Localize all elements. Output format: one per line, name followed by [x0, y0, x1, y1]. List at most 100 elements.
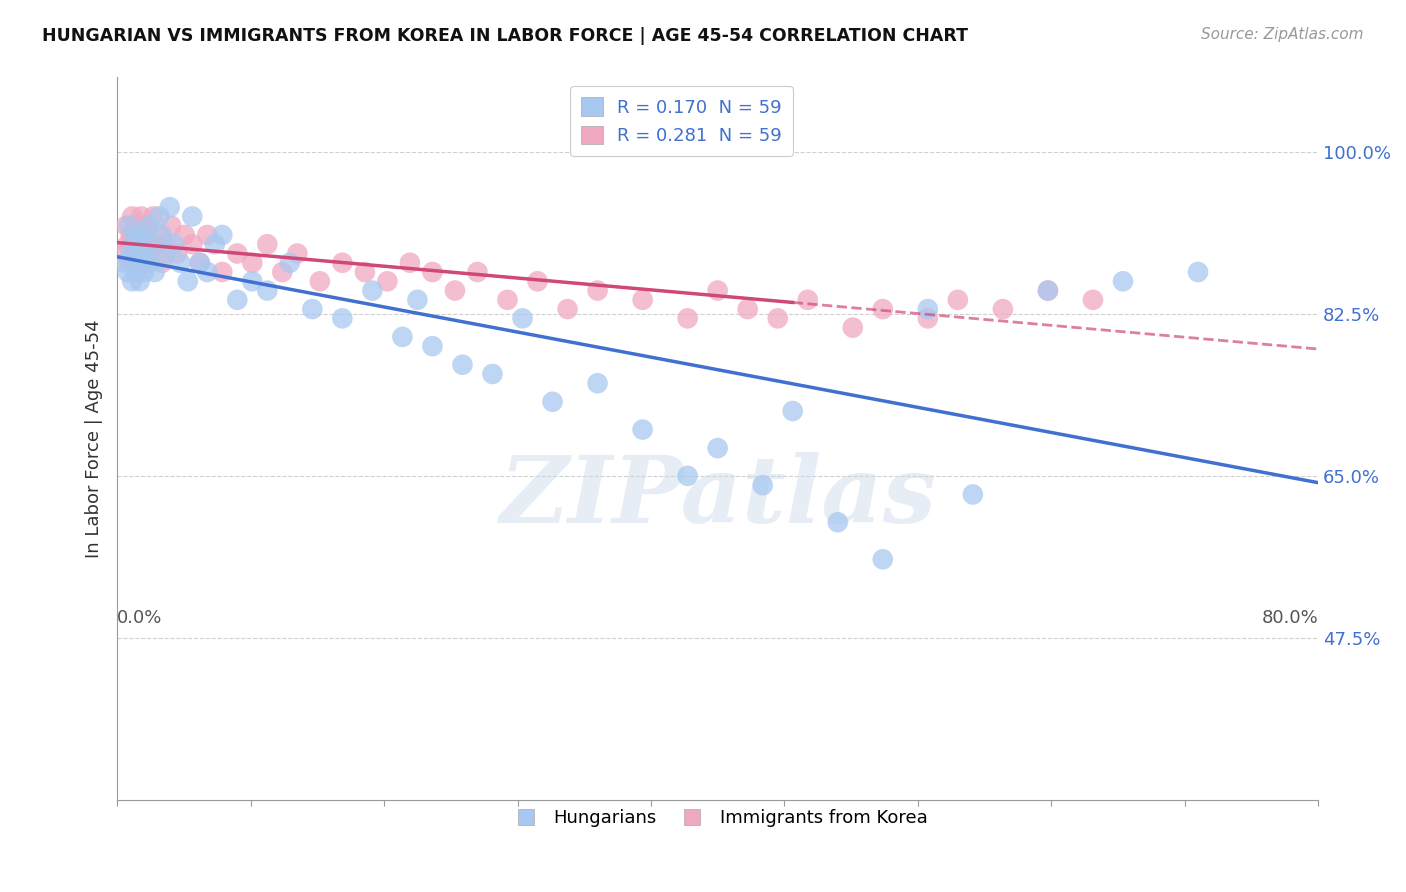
Point: [872, 552, 894, 566]
Point: [114, 256, 136, 270]
Point: [842, 320, 865, 334]
Point: [120, 246, 142, 260]
Point: [354, 265, 377, 279]
Text: HUNGARIAN VS IMMIGRANTS FROM KOREA IN LABOR FORCE | AGE 45-54 CORRELATION CHART: HUNGARIAN VS IMMIGRANTS FROM KOREA IN LA…: [42, 27, 969, 45]
Point: [118, 219, 141, 233]
Point: [211, 265, 233, 279]
Point: [136, 219, 159, 233]
Point: [946, 293, 969, 307]
Point: [143, 265, 166, 279]
Point: [117, 237, 139, 252]
Point: [991, 302, 1014, 317]
Point: [451, 358, 474, 372]
Point: [150, 227, 173, 242]
Point: [134, 256, 156, 270]
Point: [676, 469, 699, 483]
Point: [211, 227, 233, 242]
Point: [240, 274, 263, 288]
Point: [586, 376, 609, 391]
Point: [188, 256, 211, 270]
Y-axis label: In Labor Force | Age 45-54: In Labor Force | Age 45-54: [86, 319, 103, 558]
Point: [391, 330, 413, 344]
Point: [145, 237, 167, 252]
Point: [125, 265, 148, 279]
Point: [122, 237, 145, 252]
Point: [195, 265, 218, 279]
Point: [148, 227, 170, 242]
Point: [122, 237, 145, 252]
Legend: Hungarians, Immigrants from Korea: Hungarians, Immigrants from Korea: [501, 802, 935, 835]
Point: [271, 265, 294, 279]
Point: [827, 515, 849, 529]
Point: [128, 274, 150, 288]
Point: [136, 237, 159, 252]
Point: [1187, 265, 1209, 279]
Point: [128, 237, 150, 252]
Point: [308, 274, 330, 288]
Point: [496, 293, 519, 307]
Point: [135, 246, 157, 260]
Point: [127, 227, 149, 242]
Point: [169, 256, 191, 270]
Point: [127, 246, 149, 260]
Point: [139, 256, 162, 270]
Point: [132, 227, 155, 242]
Point: [120, 227, 142, 242]
Point: [917, 311, 939, 326]
Text: 80.0%: 80.0%: [1261, 608, 1319, 627]
Point: [422, 339, 444, 353]
Text: Source: ZipAtlas.com: Source: ZipAtlas.com: [1201, 27, 1364, 42]
Point: [155, 246, 177, 260]
Point: [181, 210, 204, 224]
Point: [117, 265, 139, 279]
Text: ZIPatlas: ZIPatlas: [499, 451, 936, 541]
Point: [132, 237, 155, 252]
Point: [557, 302, 579, 317]
Point: [226, 246, 249, 260]
Point: [240, 256, 263, 270]
Point: [541, 394, 564, 409]
Point: [406, 293, 429, 307]
Point: [115, 219, 138, 233]
Point: [118, 256, 141, 270]
Point: [285, 246, 308, 260]
Point: [361, 284, 384, 298]
Point: [129, 256, 152, 270]
Point: [278, 256, 301, 270]
Point: [422, 265, 444, 279]
Point: [481, 367, 503, 381]
Point: [112, 246, 135, 260]
Point: [156, 237, 179, 252]
Point: [256, 237, 278, 252]
Point: [150, 256, 173, 270]
Point: [177, 274, 200, 288]
Point: [134, 265, 156, 279]
Point: [872, 302, 894, 317]
Point: [962, 487, 984, 501]
Point: [751, 478, 773, 492]
Point: [1036, 284, 1059, 298]
Point: [586, 284, 609, 298]
Point: [332, 256, 354, 270]
Point: [195, 227, 218, 242]
Point: [782, 404, 804, 418]
Point: [526, 274, 548, 288]
Point: [399, 256, 422, 270]
Point: [1112, 274, 1135, 288]
Point: [706, 441, 728, 455]
Point: [121, 274, 143, 288]
Point: [1036, 284, 1059, 298]
Point: [256, 284, 278, 298]
Point: [1081, 293, 1104, 307]
Point: [467, 265, 489, 279]
Point: [139, 246, 162, 260]
Point: [163, 237, 186, 252]
Point: [188, 256, 211, 270]
Point: [332, 311, 354, 326]
Point: [181, 237, 204, 252]
Point: [125, 219, 148, 233]
Point: [444, 284, 467, 298]
Point: [142, 210, 165, 224]
Point: [124, 227, 146, 242]
Point: [631, 293, 654, 307]
